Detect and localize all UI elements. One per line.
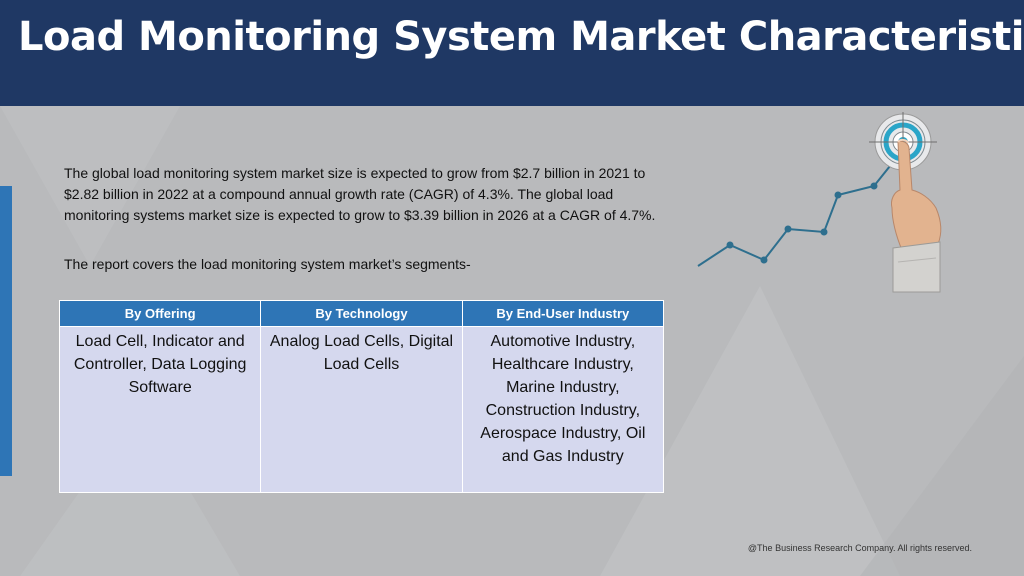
cell-offering: Load Cell, Indicator and Controller, Dat… — [58, 326, 262, 493]
finger-pointing-target-growth-chart-icon — [697, 112, 942, 293]
copyright-footer: @The Business Research Company. All righ… — [747, 543, 972, 553]
page-title: Load Monitoring System Market Characteri… — [18, 14, 1024, 60]
segments-table: By Offering By Technology By End-User In… — [58, 300, 665, 493]
table-header-row: By Offering By Technology By End-User In… — [58, 300, 665, 327]
header-by-technology: By Technology — [260, 300, 463, 327]
cell-technology: Analog Load Cells, Digital Load Cells — [260, 326, 463, 493]
table-row: Load Cell, Indicator and Controller, Dat… — [58, 326, 665, 493]
header-by-offering: By Offering — [58, 300, 262, 327]
title-banner: Load Monitoring System Market Characteri… — [0, 0, 1024, 106]
left-accent-bar — [0, 186, 12, 476]
background-decoration — [0, 106, 1024, 576]
cell-end-user-industry: Automotive Industry, Healthcare Industry… — [461, 326, 665, 493]
intro-paragraph: The global load monitoring system market… — [64, 165, 656, 223]
header-by-end-user-industry: By End-User Industry — [461, 300, 665, 327]
segments-intro-text: The report covers the load monitoring sy… — [64, 256, 471, 272]
